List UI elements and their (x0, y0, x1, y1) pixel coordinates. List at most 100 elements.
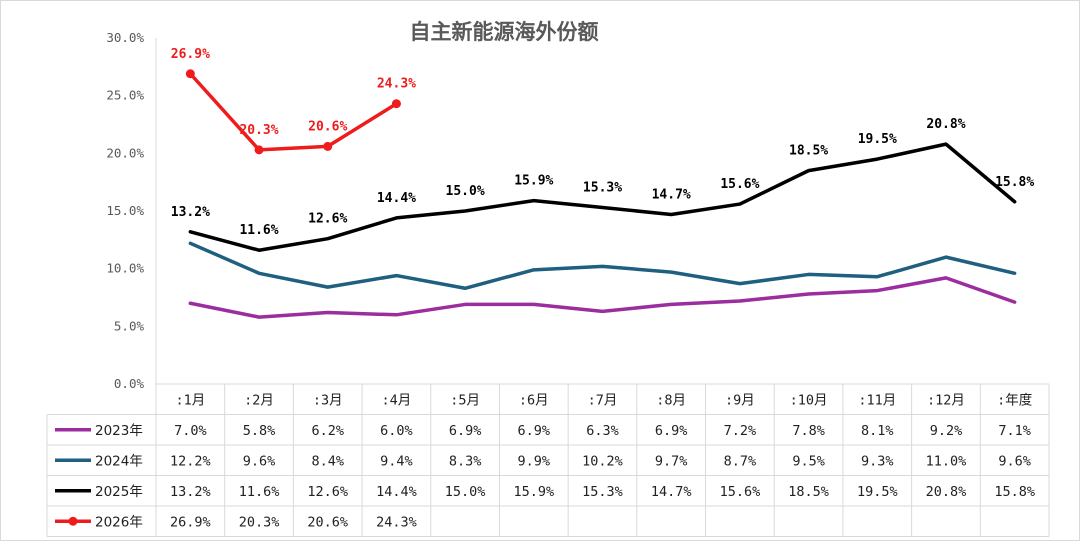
table-cell: 15.0% (445, 484, 486, 500)
table-cell: 8.7% (724, 453, 757, 469)
data-label: 20.6% (308, 119, 347, 134)
table-cell: 11.0% (926, 453, 967, 469)
table-cell: 6.9% (655, 423, 688, 439)
legend-key (55, 516, 91, 526)
table-cell: 15.3% (582, 484, 623, 500)
category-label: :10月 (790, 392, 828, 408)
table-cell: 6.9% (518, 423, 551, 439)
table-cell: 26.9% (170, 514, 211, 530)
data-label: 20.8% (926, 117, 965, 132)
table-cell: 13.2% (170, 484, 211, 500)
table-cell: 9.7% (655, 453, 688, 469)
table-cell: 6.0% (380, 423, 413, 439)
data-label: 15.9% (514, 174, 553, 189)
legend-label: 2025年 (95, 484, 143, 500)
table-cell: 24.3% (376, 514, 417, 530)
y-tick-label: 15.0% (106, 203, 144, 218)
table-cell: 15.9% (513, 484, 554, 500)
data-point (391, 99, 401, 109)
series-line (188, 72, 399, 152)
data-label: 14.7% (652, 187, 691, 202)
series-line (188, 241, 1017, 291)
table-cell: 6.2% (311, 423, 344, 439)
table-cell: 7.1% (998, 423, 1031, 439)
data-label: 26.9% (171, 47, 210, 62)
data-label: 14.4% (377, 191, 416, 206)
data-label: 15.3% (583, 181, 622, 196)
legend-label: 2023年 (95, 423, 143, 439)
series-line (188, 276, 1017, 319)
y-tick-label: 20.0% (106, 145, 144, 160)
table-cell: 14.4% (376, 484, 417, 500)
table-cell: 6.9% (449, 423, 482, 439)
table-cell: 9.6% (243, 453, 276, 469)
category-label: :9月 (725, 392, 755, 408)
table-cell: 7.0% (174, 423, 207, 439)
y-axis: 0.0% 5.0% 10.0% 15.0% 20.0% 25.0% 30.0% (106, 30, 157, 391)
data-labels: 13.2% 11.6% 12.6% 14.4% 15.0% 15.9% 15.3% 14.7%… (171, 47, 1035, 238)
table-cell: 5.8% (243, 423, 276, 439)
category-label: :2月 (244, 392, 274, 408)
table-cell: 18.5% (788, 484, 829, 500)
data-label: 12.6% (308, 212, 347, 227)
series-line (188, 142, 1017, 252)
category-label: :8月 (656, 392, 686, 408)
data-label: 20.3% (239, 123, 278, 138)
table-cell: 8.4% (311, 453, 344, 469)
data-label: 15.8% (995, 175, 1034, 190)
category-label: :11月 (858, 392, 896, 408)
data-point (185, 69, 195, 79)
category-label: :5月 (450, 392, 480, 408)
category-label: :年度 (997, 392, 1032, 408)
data-table: :1月 :2月 :3月 :4月 :5月 :6月 :7月 :8月 :9月 :10月 :11月 :12月:… (46, 383, 1050, 537)
table-cell: 12.2% (170, 453, 211, 469)
table-cell: 8.3% (449, 453, 482, 469)
table-cell: 7.2% (724, 423, 757, 439)
y-tick-label: 30.0% (106, 30, 144, 45)
data-label: 18.5% (789, 144, 828, 159)
legend-label: 2026年 (95, 514, 143, 530)
table-cell: 11.6% (239, 484, 280, 500)
category-label: :1月 (175, 392, 205, 408)
table-cell: 19.5% (857, 484, 898, 500)
data-label: 24.3% (377, 77, 416, 92)
y-tick-label: 0.0% (114, 376, 145, 391)
table-cell: 20.3% (239, 514, 280, 530)
table-cell: 10.2% (582, 453, 623, 469)
data-point (254, 145, 264, 155)
table-cell: 9.3% (861, 453, 894, 469)
category-label: :4月 (382, 392, 412, 408)
category-label: :3月 (313, 392, 343, 408)
chart-title: 自主新能源海外份额 (410, 20, 599, 44)
table-cell: 9.5% (792, 453, 825, 469)
category-label: :7月 (588, 392, 618, 408)
table-cell: 9.9% (518, 453, 551, 469)
category-label: :12月 (927, 392, 965, 408)
table-cell: 20.6% (307, 514, 348, 530)
category-label: :6月 (519, 392, 549, 408)
table-cell: 14.7% (651, 484, 692, 500)
table-cell: 7.8% (792, 423, 825, 439)
data-label: 15.6% (720, 177, 759, 192)
y-tick-label: 5.0% (114, 318, 145, 333)
series-lines (185, 69, 1017, 319)
table-cell: 12.6% (307, 484, 348, 500)
table-cell: 8.1% (861, 423, 894, 439)
table-cell: 15.6% (720, 484, 761, 500)
data-point (323, 141, 333, 151)
table-cell: 9.2% (930, 423, 963, 439)
data-label: 15.0% (446, 184, 485, 199)
legend-label: 2024年 (95, 453, 143, 469)
y-tick-label: 10.0% (106, 261, 144, 276)
data-label: 19.5% (858, 132, 897, 147)
y-tick-label: 25.0% (106, 88, 144, 103)
table-cell: 15.8% (994, 484, 1035, 500)
table-cell: 9.6% (998, 453, 1031, 469)
table-cell: 9.4% (380, 453, 413, 469)
data-label: 11.6% (239, 223, 278, 238)
data-label: 13.2% (171, 205, 210, 220)
table-cell: 20.8% (926, 484, 967, 500)
table-cell: 6.3% (586, 423, 619, 439)
